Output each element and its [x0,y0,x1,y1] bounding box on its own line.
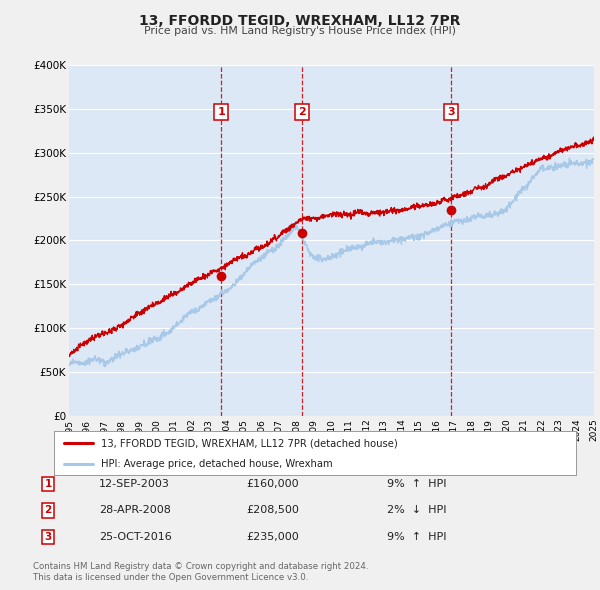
Text: 2: 2 [44,506,52,515]
Text: 9%  ↑  HPI: 9% ↑ HPI [387,479,446,489]
Text: 3: 3 [44,532,52,542]
Text: 3: 3 [447,107,455,117]
Text: Contains HM Land Registry data © Crown copyright and database right 2024.
This d: Contains HM Land Registry data © Crown c… [33,562,368,582]
Text: 12-SEP-2003: 12-SEP-2003 [99,479,170,489]
Text: Price paid vs. HM Land Registry's House Price Index (HPI): Price paid vs. HM Land Registry's House … [144,26,456,35]
Text: 1: 1 [217,107,225,117]
Text: 1: 1 [44,479,52,489]
Text: £160,000: £160,000 [246,479,299,489]
Text: 13, FFORDD TEGID, WREXHAM, LL12 7PR (detached house): 13, FFORDD TEGID, WREXHAM, LL12 7PR (det… [101,438,398,448]
Text: HPI: Average price, detached house, Wrexham: HPI: Average price, detached house, Wrex… [101,459,332,469]
Text: 28-APR-2008: 28-APR-2008 [99,506,171,515]
Text: 9%  ↑  HPI: 9% ↑ HPI [387,532,446,542]
Text: 13, FFORDD TEGID, WREXHAM, LL12 7PR: 13, FFORDD TEGID, WREXHAM, LL12 7PR [139,14,461,28]
Text: £235,000: £235,000 [246,532,299,542]
Text: 25-OCT-2016: 25-OCT-2016 [99,532,172,542]
Text: 2%  ↓  HPI: 2% ↓ HPI [387,506,446,515]
Text: 2: 2 [298,107,306,117]
Text: £208,500: £208,500 [246,506,299,515]
